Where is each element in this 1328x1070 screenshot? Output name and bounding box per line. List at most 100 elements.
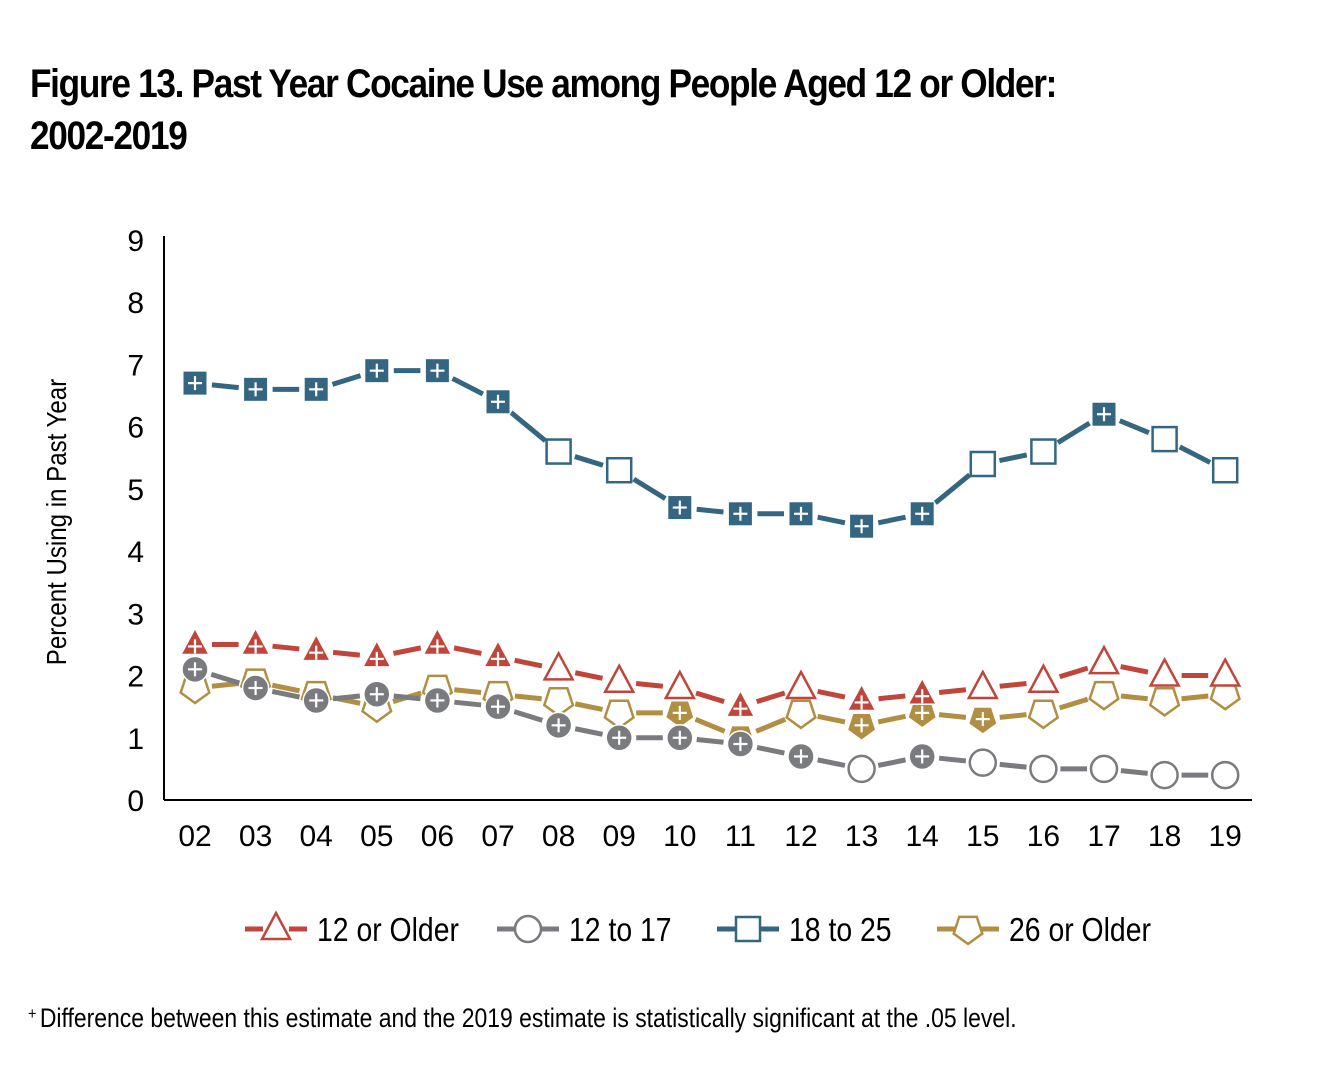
y-tick-label: 1 [127, 723, 144, 756]
chart-title-line-2: 2002-2019 [30, 114, 188, 158]
series-line-segment [817, 757, 846, 768]
pentagon-marker [1148, 687, 1181, 717]
y-tick-label: 2 [127, 661, 144, 694]
footnote-marker: + [28, 1004, 37, 1023]
series-line-segment [454, 699, 482, 708]
series-line-segment [1058, 665, 1089, 680]
data-point-12-to-17 [423, 686, 452, 715]
data-point-18-to-25 [969, 450, 997, 478]
series-12-or-older [179, 626, 1242, 718]
series-line-segment [272, 643, 300, 652]
data-point-12-to-17 [847, 754, 876, 784]
series-line-segment [574, 701, 604, 712]
legend-marker-square [734, 915, 762, 943]
square-marker [734, 915, 762, 943]
series-line-segment [1058, 696, 1089, 711]
data-point-12-to-17 [1029, 754, 1058, 784]
triangle-marker [663, 669, 696, 700]
series-line-segment [451, 376, 485, 397]
triangle-marker [542, 650, 575, 681]
data-point-12-or-older [482, 639, 514, 668]
data-point-12-to-17 [1089, 754, 1119, 784]
series-line-segment [392, 645, 422, 656]
series-line-segment [817, 688, 846, 700]
series-line-segment [574, 454, 604, 468]
footnote-text: Difference between this estimate and the… [39, 1003, 1017, 1033]
series-line-segment [933, 472, 972, 505]
pentagon-marker [542, 687, 575, 717]
series-line-segment [938, 712, 967, 720]
triangle-marker [966, 669, 999, 700]
data-point-18-to-25 [243, 376, 269, 402]
legend-label: 26 or Older [1009, 911, 1151, 949]
series-line-segment [999, 712, 1027, 720]
y-tick-label: 5 [127, 474, 144, 507]
series-line-segment [696, 506, 724, 515]
circle-marker [968, 748, 998, 777]
pentagon-marker [1027, 699, 1060, 730]
series-line-segment [332, 693, 361, 702]
chart-title: Figure 13. Past Year Cocaine Use among P… [30, 58, 1156, 162]
data-point-18-to-25 [909, 501, 935, 527]
data-point-26-or-older [1088, 680, 1120, 711]
series-line-segment [999, 681, 1027, 689]
data-point-12-to-17 [605, 724, 633, 752]
circle-marker [1210, 760, 1240, 790]
square-marker [1030, 438, 1057, 465]
data-point-12-to-17 [484, 692, 512, 721]
data-point-18-to-25 [788, 501, 814, 527]
series-line-segment [332, 649, 361, 658]
series-12-to-17 [181, 655, 1240, 790]
series-line-segment [1120, 664, 1149, 675]
series-line-segment [1178, 444, 1212, 465]
series-line-segment [938, 687, 967, 695]
series-line-segment [514, 657, 543, 669]
square-marker [1151, 425, 1178, 453]
y-tick-label: 8 [127, 287, 144, 320]
chart-title-line-1: Figure 13. Past Year Cocaine Use among P… [30, 62, 1057, 106]
data-point-12-or-older [1148, 656, 1181, 687]
footnote: + Difference between this estimate and th… [28, 1003, 1017, 1034]
data-point-12-to-17 [181, 655, 209, 684]
pentagon-marker [785, 699, 817, 730]
square-marker [909, 501, 935, 527]
x-tick-label: 16 [1027, 820, 1060, 853]
x-tick-label: 12 [784, 820, 817, 853]
data-point-12-or-older [784, 669, 818, 700]
data-point-12-or-older [422, 626, 453, 656]
square-marker [969, 450, 997, 478]
x-tick-label: 03 [239, 820, 272, 853]
x-tick-label: 02 [178, 820, 211, 853]
data-point-12-to-17 [968, 748, 998, 777]
data-point-18-to-25 [1151, 425, 1178, 453]
x-tick-label: 17 [1087, 820, 1120, 853]
series-line-segment [1181, 693, 1209, 702]
x-tick-label: 13 [845, 820, 878, 853]
y-tick-label: 4 [127, 536, 144, 569]
data-point-12-to-17 [302, 686, 330, 715]
legend-label: 12 to 17 [569, 911, 672, 949]
legend-label: 18 to 25 [789, 911, 892, 949]
data-point-18-to-25 [364, 358, 390, 384]
legend-item-26-or-older: 26 or Older [937, 911, 1151, 949]
x-tick-label: 19 [1209, 820, 1242, 853]
data-point-12-or-older [1087, 644, 1121, 675]
series-line-segment [877, 757, 907, 768]
data-point-12-or-older [361, 639, 393, 668]
data-point-12-to-17 [241, 674, 270, 702]
series-line-segment [1056, 421, 1091, 445]
data-point-26-or-older [542, 687, 575, 717]
data-point-18-to-25 [1211, 456, 1239, 484]
data-point-26-or-older [967, 706, 998, 736]
legend-marker-pentagon [952, 915, 984, 946]
pentagon-marker [1088, 680, 1120, 711]
x-tick-label: 04 [300, 820, 333, 853]
series-line-segment [877, 514, 907, 526]
data-point-12-or-older [603, 663, 636, 694]
data-point-12-or-older [663, 669, 696, 700]
data-point-26-or-older [785, 699, 817, 730]
circle-marker [513, 914, 543, 944]
series-line-segment [509, 410, 548, 443]
legend-label: 12 or Older [317, 911, 459, 949]
